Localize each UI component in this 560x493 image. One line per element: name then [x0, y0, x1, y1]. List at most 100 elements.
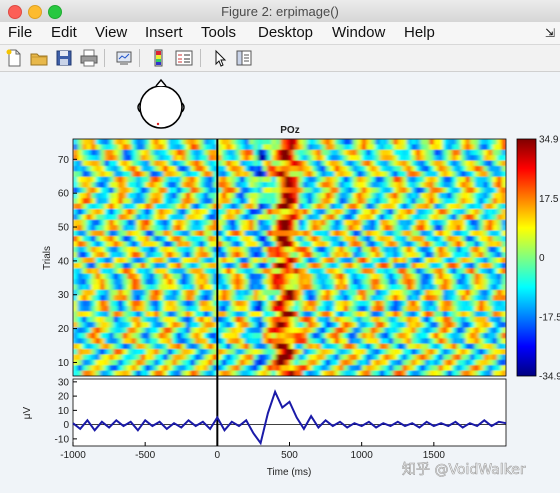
menu-desktop[interactable]: Desktop	[258, 24, 314, 41]
heatmap-cell	[104, 327, 110, 334]
save-icon[interactable]	[54, 48, 74, 68]
heatmap-cell	[95, 144, 101, 151]
heatmap-cell	[275, 214, 282, 221]
heatmap-cell	[433, 332, 439, 339]
heatmap-cell	[230, 149, 236, 156]
heatmap-cell	[82, 279, 88, 286]
heatmap-cell	[100, 273, 106, 280]
heatmap-cell	[483, 284, 489, 291]
heatmap-cell	[370, 343, 376, 350]
heatmap-cell	[194, 252, 200, 259]
heatmap-cell	[86, 160, 92, 167]
menu-file[interactable]: File	[8, 24, 33, 41]
heatmap-cell	[366, 279, 372, 286]
heatmap-cell	[181, 338, 187, 345]
heatmap-cell	[82, 235, 88, 242]
heatmap-cell	[136, 338, 142, 345]
print-icon[interactable]	[79, 48, 99, 68]
menu-window[interactable]: Window	[332, 24, 386, 41]
colorbar-icon[interactable]	[149, 48, 169, 68]
heatmap-cell	[262, 370, 268, 376]
heatmap-cell	[384, 268, 390, 275]
heatmap-cell	[145, 230, 151, 237]
heatmap-cell	[73, 349, 79, 356]
heatmap-cell	[451, 219, 457, 226]
heatmap-cell	[86, 332, 92, 339]
menu-edit[interactable]: Edit	[51, 24, 77, 41]
heatmap-cell	[199, 144, 205, 151]
heatmap-cell	[474, 176, 480, 183]
heatmap-cell	[438, 241, 444, 248]
zoom-window-button[interactable]	[48, 5, 62, 19]
toolbar-separator	[104, 49, 105, 67]
heatmap-cell	[361, 246, 367, 253]
minimize-window-button[interactable]	[28, 5, 42, 19]
heatmap-cell	[343, 365, 349, 372]
heatmap-cell	[402, 230, 408, 237]
heatmap-cell	[451, 316, 457, 323]
heatmap-cell	[496, 268, 503, 275]
heatmap-cell	[275, 209, 282, 216]
heatmap-cell	[118, 203, 124, 210]
heatmap-cell	[118, 300, 124, 307]
heatmap-cell	[460, 273, 467, 280]
heatmap-cell	[109, 332, 115, 339]
heatmap-cell	[307, 327, 313, 334]
menu-overflow-icon[interactable]: ⇲	[545, 26, 556, 40]
heatmap-cell	[370, 322, 376, 329]
heatmap-cell	[163, 316, 169, 323]
link-plot-icon[interactable]	[114, 48, 134, 68]
legend-icon[interactable]	[174, 48, 194, 68]
menu-tools[interactable]: Tools	[201, 24, 237, 41]
heatmap-cell	[244, 268, 250, 275]
heatmap-cell	[82, 230, 88, 237]
inspector-icon[interactable]	[234, 48, 254, 68]
heatmap-cell	[492, 214, 498, 221]
heatmap-cell	[343, 171, 349, 178]
heatmap-cell	[181, 187, 187, 194]
heatmap-cell	[181, 279, 187, 286]
heatmap-cell	[447, 279, 453, 286]
heatmap-cell	[199, 289, 205, 296]
close-window-button[interactable]	[8, 5, 22, 19]
heatmap-cell	[289, 327, 295, 334]
heatmap-cell	[167, 241, 173, 248]
new-file-icon[interactable]	[4, 48, 24, 68]
heatmap-cell	[388, 149, 394, 156]
heatmap-cell	[312, 230, 318, 237]
heatmap-cell	[438, 203, 444, 210]
folder-icon[interactable]	[29, 48, 49, 68]
heatmap-cell	[136, 235, 142, 242]
heatmap-cell	[303, 192, 309, 199]
heatmap-cell	[253, 268, 259, 275]
pointer-icon[interactable]	[210, 48, 230, 68]
menu-help[interactable]: Help	[404, 24, 435, 41]
heatmap-cell	[158, 214, 164, 221]
heatmap-cell	[483, 225, 489, 232]
heatmap-cell	[118, 311, 124, 318]
heatmap-cell	[411, 370, 417, 376]
heatmap-cell	[100, 225, 106, 232]
heatmap-cell	[266, 295, 273, 302]
heatmap-cell	[334, 257, 340, 264]
heatmap-cell	[289, 235, 295, 242]
heatmap-cell	[100, 165, 106, 172]
heatmap-cell	[77, 289, 83, 296]
heatmap-cell	[95, 349, 101, 356]
heatmap-cell	[82, 252, 88, 259]
heatmap-cell	[397, 149, 403, 156]
heatmap-cell	[190, 160, 196, 167]
heatmap-cell	[262, 219, 268, 226]
heatmap-cell	[496, 187, 503, 194]
heatmap-cell	[271, 160, 277, 167]
menu-insert[interactable]: Insert	[145, 24, 183, 41]
heatmap-cell	[388, 370, 394, 376]
heatmap-cell	[284, 268, 291, 275]
heatmap-cell	[190, 246, 196, 253]
heatmap-cell	[230, 203, 236, 210]
heatmap-cell	[248, 268, 255, 275]
menu-view[interactable]: View	[95, 24, 128, 41]
heatmap-cell	[158, 209, 164, 216]
heatmap-cell	[239, 246, 245, 253]
heatmap-cell	[375, 327, 381, 334]
